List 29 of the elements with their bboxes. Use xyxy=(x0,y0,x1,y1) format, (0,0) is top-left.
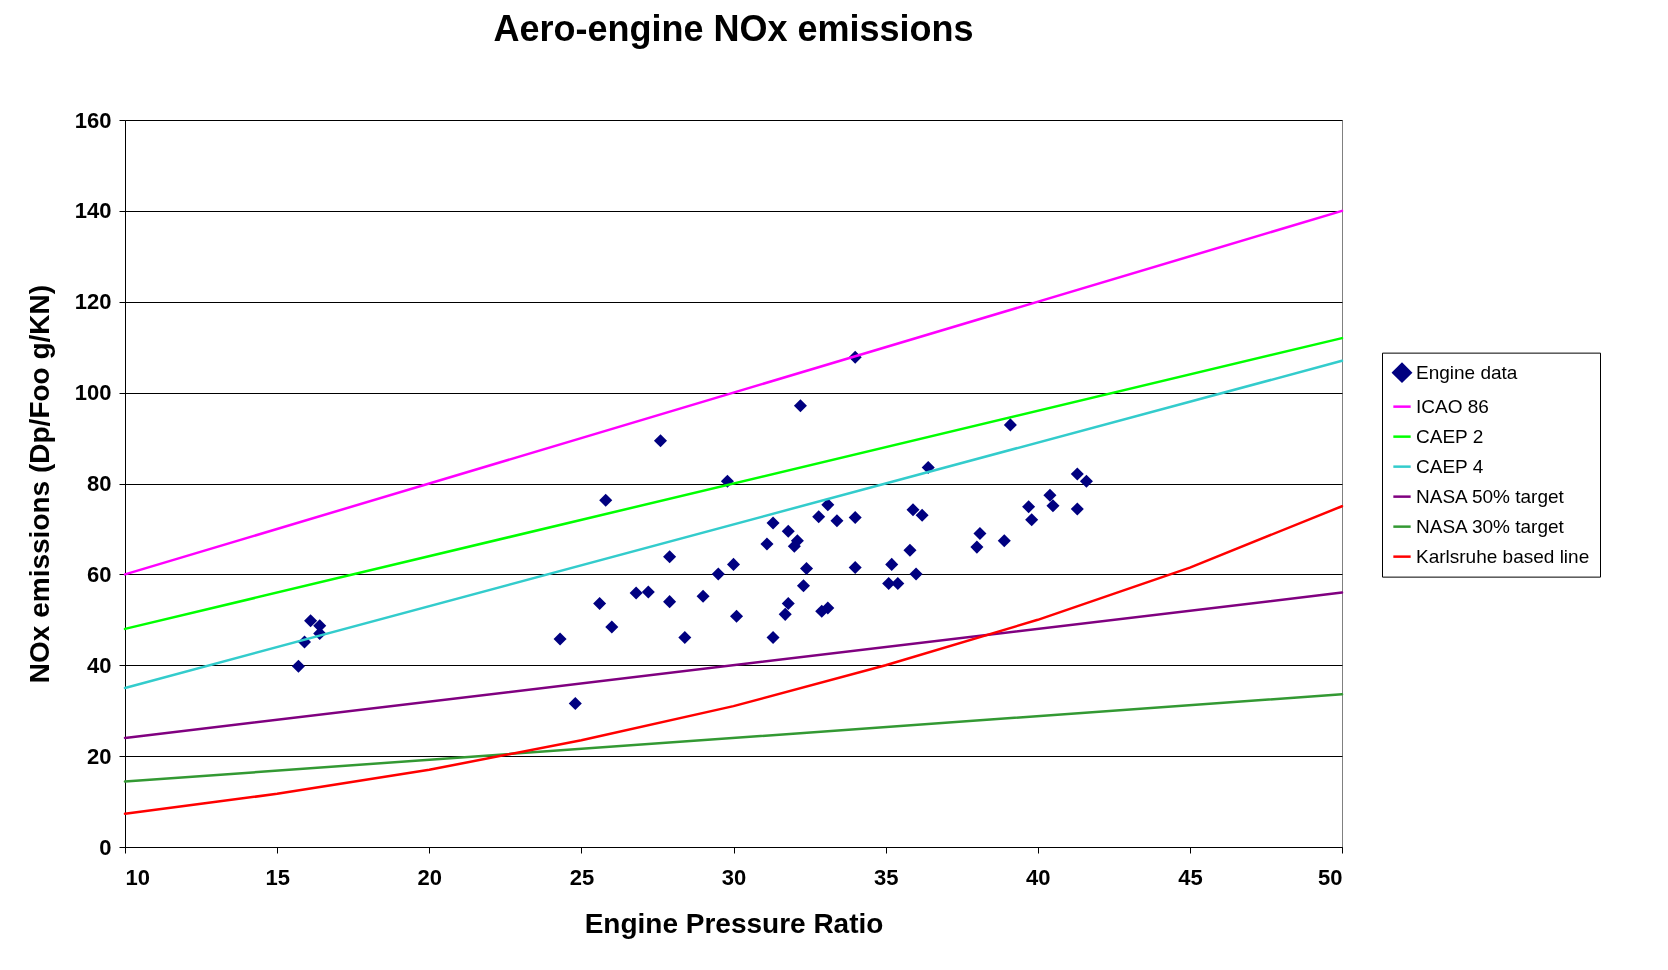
x-axis-title: Engine Pressure Ratio xyxy=(584,907,884,939)
x-tick-label: 15 xyxy=(265,864,290,890)
y-tick-label: 20 xyxy=(87,743,112,769)
y-tick-label: 0 xyxy=(99,834,112,860)
y-tick-label: 120 xyxy=(74,289,112,315)
legend-label: NASA 30% target xyxy=(1416,515,1565,537)
legend-label: Karlsruhe based line xyxy=(1416,545,1590,567)
line-series xyxy=(123,504,1344,816)
y-tick-label: 140 xyxy=(74,198,112,224)
x-tick-label: 50 xyxy=(1318,864,1343,890)
y-tick-label: 160 xyxy=(74,107,112,133)
x-tick-label: 35 xyxy=(873,864,899,890)
y-tick-label: 100 xyxy=(74,380,112,406)
legend-label: NASA 50% target xyxy=(1416,485,1565,507)
x-tick-label: 20 xyxy=(417,864,442,890)
legend-label: CAEP 4 xyxy=(1416,455,1484,477)
x-tick-label: 25 xyxy=(569,864,595,890)
chart-title: Aero-engine NOx emissions xyxy=(493,8,974,49)
x-tick-label: 45 xyxy=(1178,864,1203,890)
x-tick-label: 40 xyxy=(1026,864,1051,890)
y-tick-label: 80 xyxy=(87,471,112,496)
y-tick-label: 40 xyxy=(87,652,112,678)
x-tick-label: 10 xyxy=(125,864,150,890)
y-axis-title: NOx emissions (Dp/Foo g/KN) xyxy=(23,284,55,684)
x-tick-label: 30 xyxy=(721,864,747,890)
legend-label: ICAO 86 xyxy=(1416,395,1489,417)
legend-label: CAEP 2 xyxy=(1416,425,1484,447)
legend-label: Engine data xyxy=(1416,361,1518,383)
y-tick-label: 60 xyxy=(87,561,112,587)
